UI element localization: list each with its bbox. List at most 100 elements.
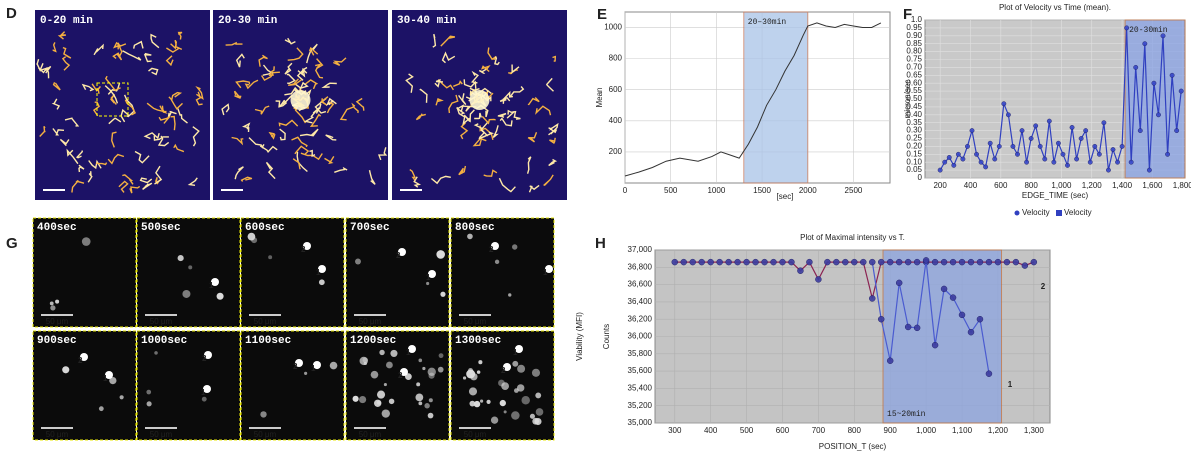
x-tick-label: 1,200: [1082, 181, 1103, 190]
fiber: [543, 174, 554, 187]
panel-label: H: [595, 235, 606, 252]
cell: [318, 265, 326, 273]
cell: [501, 382, 509, 390]
data-point: [1092, 143, 1098, 149]
data-point: [913, 258, 921, 266]
data-point: [1105, 167, 1111, 173]
cluster: [290, 90, 311, 110]
fiber: [527, 97, 540, 106]
data-point: [895, 279, 903, 287]
cell: [499, 399, 506, 407]
data-point: [698, 258, 705, 266]
cell: [203, 385, 211, 393]
cell: [80, 353, 88, 361]
y-tick-label: 1.0: [911, 15, 923, 24]
cell-marker: 1: [103, 374, 108, 383]
fiber: [112, 41, 127, 49]
cell: [370, 370, 379, 379]
y-tick-label: 35,000: [628, 418, 653, 427]
fiber: [321, 82, 337, 88]
fiber: [456, 106, 471, 126]
annotation: 1: [1008, 380, 1013, 389]
data-point: [1003, 258, 1011, 266]
fiber: [437, 79, 454, 91]
data-point: [886, 357, 894, 364]
fiber: [355, 97, 365, 111]
data-point: [955, 151, 961, 157]
fiber: [308, 46, 319, 56]
data-point: [1028, 136, 1034, 141]
fiber: [434, 78, 444, 88]
y-tick-label: 35,800: [628, 349, 653, 358]
cell: [535, 408, 544, 416]
fiber: [453, 80, 463, 87]
fiber: [177, 31, 183, 40]
cell-marker: 2: [301, 245, 306, 254]
data-point: [1146, 167, 1152, 173]
data-point: [779, 258, 786, 266]
data-point: [1024, 159, 1030, 165]
data-point: [976, 258, 984, 266]
y-tick-label: 35,200: [628, 401, 653, 410]
data-point: [770, 258, 777, 266]
data-point: [833, 258, 840, 266]
fiber: [333, 57, 347, 66]
panel-label: D: [6, 5, 17, 22]
x-tick-label: 500: [664, 186, 678, 195]
y-axis-label: Viability (MFI): [575, 312, 584, 361]
cell: [511, 411, 520, 420]
data-point: [1083, 128, 1089, 134]
fiber: [509, 86, 525, 98]
fiber: [192, 126, 200, 147]
cell: [428, 270, 436, 278]
data-point: [1051, 159, 1057, 165]
fiber: [93, 43, 104, 56]
x-tick-label: 500: [740, 426, 754, 435]
data-point: [1142, 41, 1148, 47]
chart-title: Plot of Maximal intensity vs T.: [800, 233, 905, 242]
scale-bar-label: 50 μm: [46, 317, 69, 326]
x-axis-label: EDGE_TIME (sec): [1022, 191, 1089, 200]
data-point: [1005, 112, 1011, 118]
data-point: [1110, 147, 1116, 153]
cell: [516, 384, 525, 392]
data-point: [1001, 101, 1007, 107]
series-line: [624, 22, 882, 177]
y-tick-label: 600: [609, 85, 623, 94]
data-point: [992, 156, 998, 162]
cell: [476, 370, 481, 374]
fiber: [139, 177, 153, 184]
fiber: [324, 156, 335, 165]
data-point: [1178, 88, 1184, 94]
cell: [422, 366, 426, 371]
image-border: [240, 330, 345, 441]
x-tick-label: 300: [668, 426, 682, 435]
fiber: [231, 136, 244, 146]
fiber: [472, 137, 487, 147]
fiber: [458, 165, 467, 176]
data-point: [761, 258, 768, 266]
fiber: [304, 79, 319, 90]
cell: [313, 361, 321, 369]
y-tick-label: 0.65: [906, 70, 922, 79]
annotation: 2: [1041, 282, 1046, 291]
fiber: [108, 117, 122, 125]
time-label: 700sec: [350, 222, 390, 234]
fiber: [195, 86, 204, 101]
cell: [383, 383, 387, 387]
y-tick-label: 0.55: [906, 86, 922, 95]
cell: [428, 372, 435, 379]
fiber: [134, 150, 150, 164]
fiber: [377, 147, 388, 161]
fiber: [325, 97, 337, 107]
cell: [109, 376, 117, 385]
image-border: [345, 330, 450, 441]
fiber: [171, 91, 183, 101]
fiber: [284, 62, 293, 75]
cell: [418, 358, 423, 363]
legend-label: Velocity: [1022, 208, 1050, 217]
fiber: [187, 177, 198, 186]
y-tick-label: 0.10: [906, 157, 922, 166]
y-tick-label: 0: [918, 173, 923, 182]
x-tick-label: 1,000: [916, 426, 937, 435]
